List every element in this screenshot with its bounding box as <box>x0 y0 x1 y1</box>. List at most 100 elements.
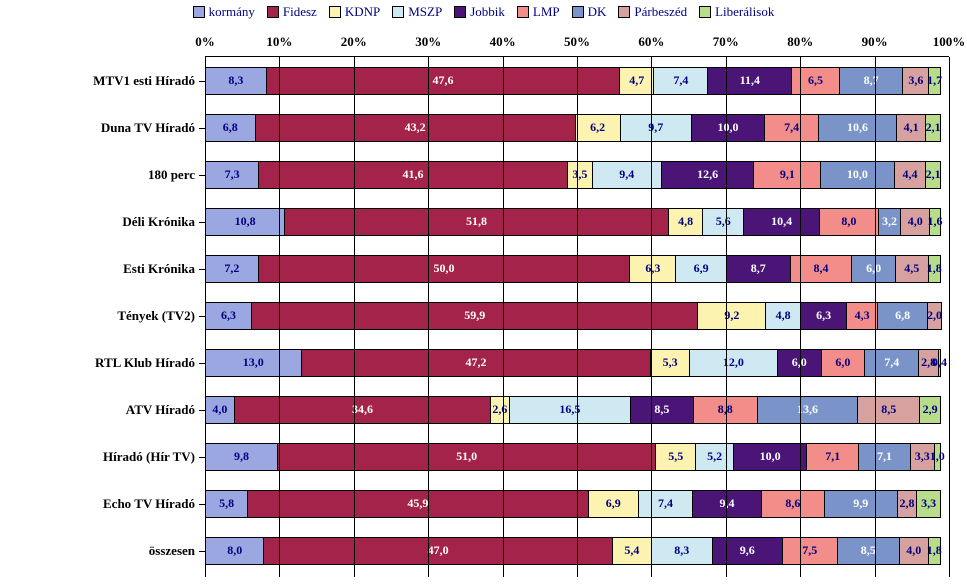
legend-item: Jobbik <box>454 4 505 20</box>
legend-label: LMP <box>533 4 560 20</box>
bar-value-label: 7,1 <box>825 449 840 464</box>
bar-segment-dk: 8,7 <box>839 67 904 95</box>
bar-segment-jobbik: 10,0 <box>691 114 765 142</box>
bar-segment-jobbik: 8,5 <box>630 396 693 424</box>
bar-segment-kdnp: 2,6 <box>490 396 509 424</box>
bar-segment-fidesz: 51,0 <box>277 443 656 471</box>
bar-value-label: 2,0 <box>927 308 942 323</box>
bar-segment-parbeszed: 3,6 <box>902 67 929 95</box>
legend-swatch <box>329 6 341 18</box>
bar-segment-parbeszed: 4,1 <box>896 114 926 142</box>
x-tick-label: 80% <box>787 34 813 50</box>
bar-segment-jobbik: 10,4 <box>743 208 820 236</box>
bar-segment-parbeszed: 2,0 <box>927 302 942 330</box>
bar-value-label: 6,0 <box>835 355 850 370</box>
category-label: összesen <box>149 543 205 559</box>
bar-segment-jobbik: 9,6 <box>712 537 783 565</box>
bar-value-label: 10,6 <box>847 120 868 135</box>
bar-value-label: 10,4 <box>771 214 792 229</box>
bar-value-label: 5,6 <box>716 214 731 229</box>
legend-swatch <box>392 6 404 18</box>
bar-segment-mszp: 5,2 <box>695 443 734 471</box>
bar-segment-kdnp: 6,9 <box>588 490 639 518</box>
legend-item: LMP <box>517 4 560 20</box>
gridline <box>949 57 950 577</box>
bar-value-label: 8,0 <box>841 214 856 229</box>
bar-segment-kormany: 7,3 <box>205 161 259 189</box>
legend-label: MSZP <box>408 4 442 20</box>
legend-label: KDNP <box>345 4 380 20</box>
bar-segment-liberalisok: 1,6 <box>929 208 941 236</box>
bar-value-label: 9,4 <box>619 167 634 182</box>
bar-segment-jobbik: 6,3 <box>800 302 847 330</box>
bar-value-label: 43,2 <box>405 120 426 135</box>
bar-value-label: 7,5 <box>802 543 817 558</box>
bar-segment-fidesz: 51,8 <box>284 208 669 236</box>
bar-value-label: 7,4 <box>784 120 799 135</box>
legend-item: KDNP <box>329 4 380 20</box>
bar-segment-liberalisok: 3,3 <box>916 490 941 518</box>
bar-segment-kdnp: 9,2 <box>697 302 766 330</box>
bar-segment-dk: 6,8 <box>877 302 928 330</box>
bar-value-label: 6,8 <box>223 120 238 135</box>
bar-segment-kdnp: 3,5 <box>567 161 593 189</box>
bar-value-label: 51,0 <box>456 449 477 464</box>
legend-swatch <box>618 6 630 18</box>
bar-segment-mszp: 16,5 <box>509 396 632 424</box>
bar-value-label: 6,2 <box>590 120 605 135</box>
bar-value-label: 7,3 <box>225 167 240 182</box>
legend-label: kormány <box>209 4 255 20</box>
bar-value-label: 2,1 <box>926 120 941 135</box>
gridline <box>726 57 727 577</box>
bar-segment-fidesz: 34,6 <box>234 396 491 424</box>
bar-value-label: 10,0 <box>847 167 868 182</box>
bar-segment-lmp: 9,1 <box>753 161 821 189</box>
bar-segment-kormany: 6,3 <box>205 302 252 330</box>
bar-value-label: 8,7 <box>864 73 879 88</box>
category-label: Híradó (Hír TV) <box>103 449 205 465</box>
bar-value-label: 5,3 <box>663 355 678 370</box>
bar-segment-dk: 7,4 <box>864 349 919 377</box>
bar-segment-parbeszed: 4,0 <box>899 537 929 565</box>
bar-segment-kdnp: 4,7 <box>619 67 654 95</box>
bar-segment-kormany: 8,0 <box>205 537 264 565</box>
gridline <box>354 57 355 577</box>
bar-value-label: 10,8 <box>235 214 256 229</box>
bar-segment-lmp: 6,5 <box>791 67 839 95</box>
bar-value-label: 8,5 <box>881 402 896 417</box>
category-label: Tények (TV2) <box>117 308 205 324</box>
bar-value-label: 6,3 <box>816 308 831 323</box>
plot-area: MTV1 esti Híradó8,347,64,77,411,46,58,73… <box>205 56 949 577</box>
category-label: RTL Klub Híradó <box>95 355 205 371</box>
bar-segment-dk: 13,6 <box>757 396 858 424</box>
bar-segment-liberalisok: 2,9 <box>919 396 941 424</box>
bar-segment-dk: 9,9 <box>824 490 898 518</box>
bar-value-label: 4,0 <box>908 214 923 229</box>
legend-label: DK <box>588 4 607 20</box>
bar-value-label: 2,9 <box>923 402 938 417</box>
bar-segment-parbeszed: 4,5 <box>895 255 929 283</box>
bar-value-label: 10,0 <box>760 449 781 464</box>
bar-value-label: 9,6 <box>740 543 755 558</box>
bar-segment-parbeszed: 8,5 <box>857 396 920 424</box>
bar-segment-fidesz: 41,6 <box>258 161 568 189</box>
bar-segment-dk: 8,5 <box>837 537 900 565</box>
bar-value-label: 4,8 <box>776 308 791 323</box>
bar-segment-fidesz: 47,0 <box>263 537 612 565</box>
bar-segment-kormany: 6,8 <box>205 114 256 142</box>
bar-segment-fidesz: 50,0 <box>258 255 631 283</box>
legend-swatch <box>193 6 205 18</box>
bar-value-label: 11,4 <box>740 73 760 88</box>
x-tick-label: 30% <box>415 34 441 50</box>
gridline <box>875 57 876 577</box>
bar-segment-fidesz: 43,2 <box>255 114 576 142</box>
legend-item: kormány <box>193 4 255 20</box>
bar-value-label: 10,0 <box>717 120 738 135</box>
legend-item: DK <box>572 4 607 20</box>
bar-value-label: 8,0 <box>227 543 242 558</box>
bar-value-label: 2,1 <box>926 167 941 182</box>
bar-value-label: 6,3 <box>221 308 236 323</box>
category-label: Esti Krónika <box>123 261 205 277</box>
gridline <box>800 57 801 577</box>
bar-segment-jobbik: 11,4 <box>707 67 792 95</box>
